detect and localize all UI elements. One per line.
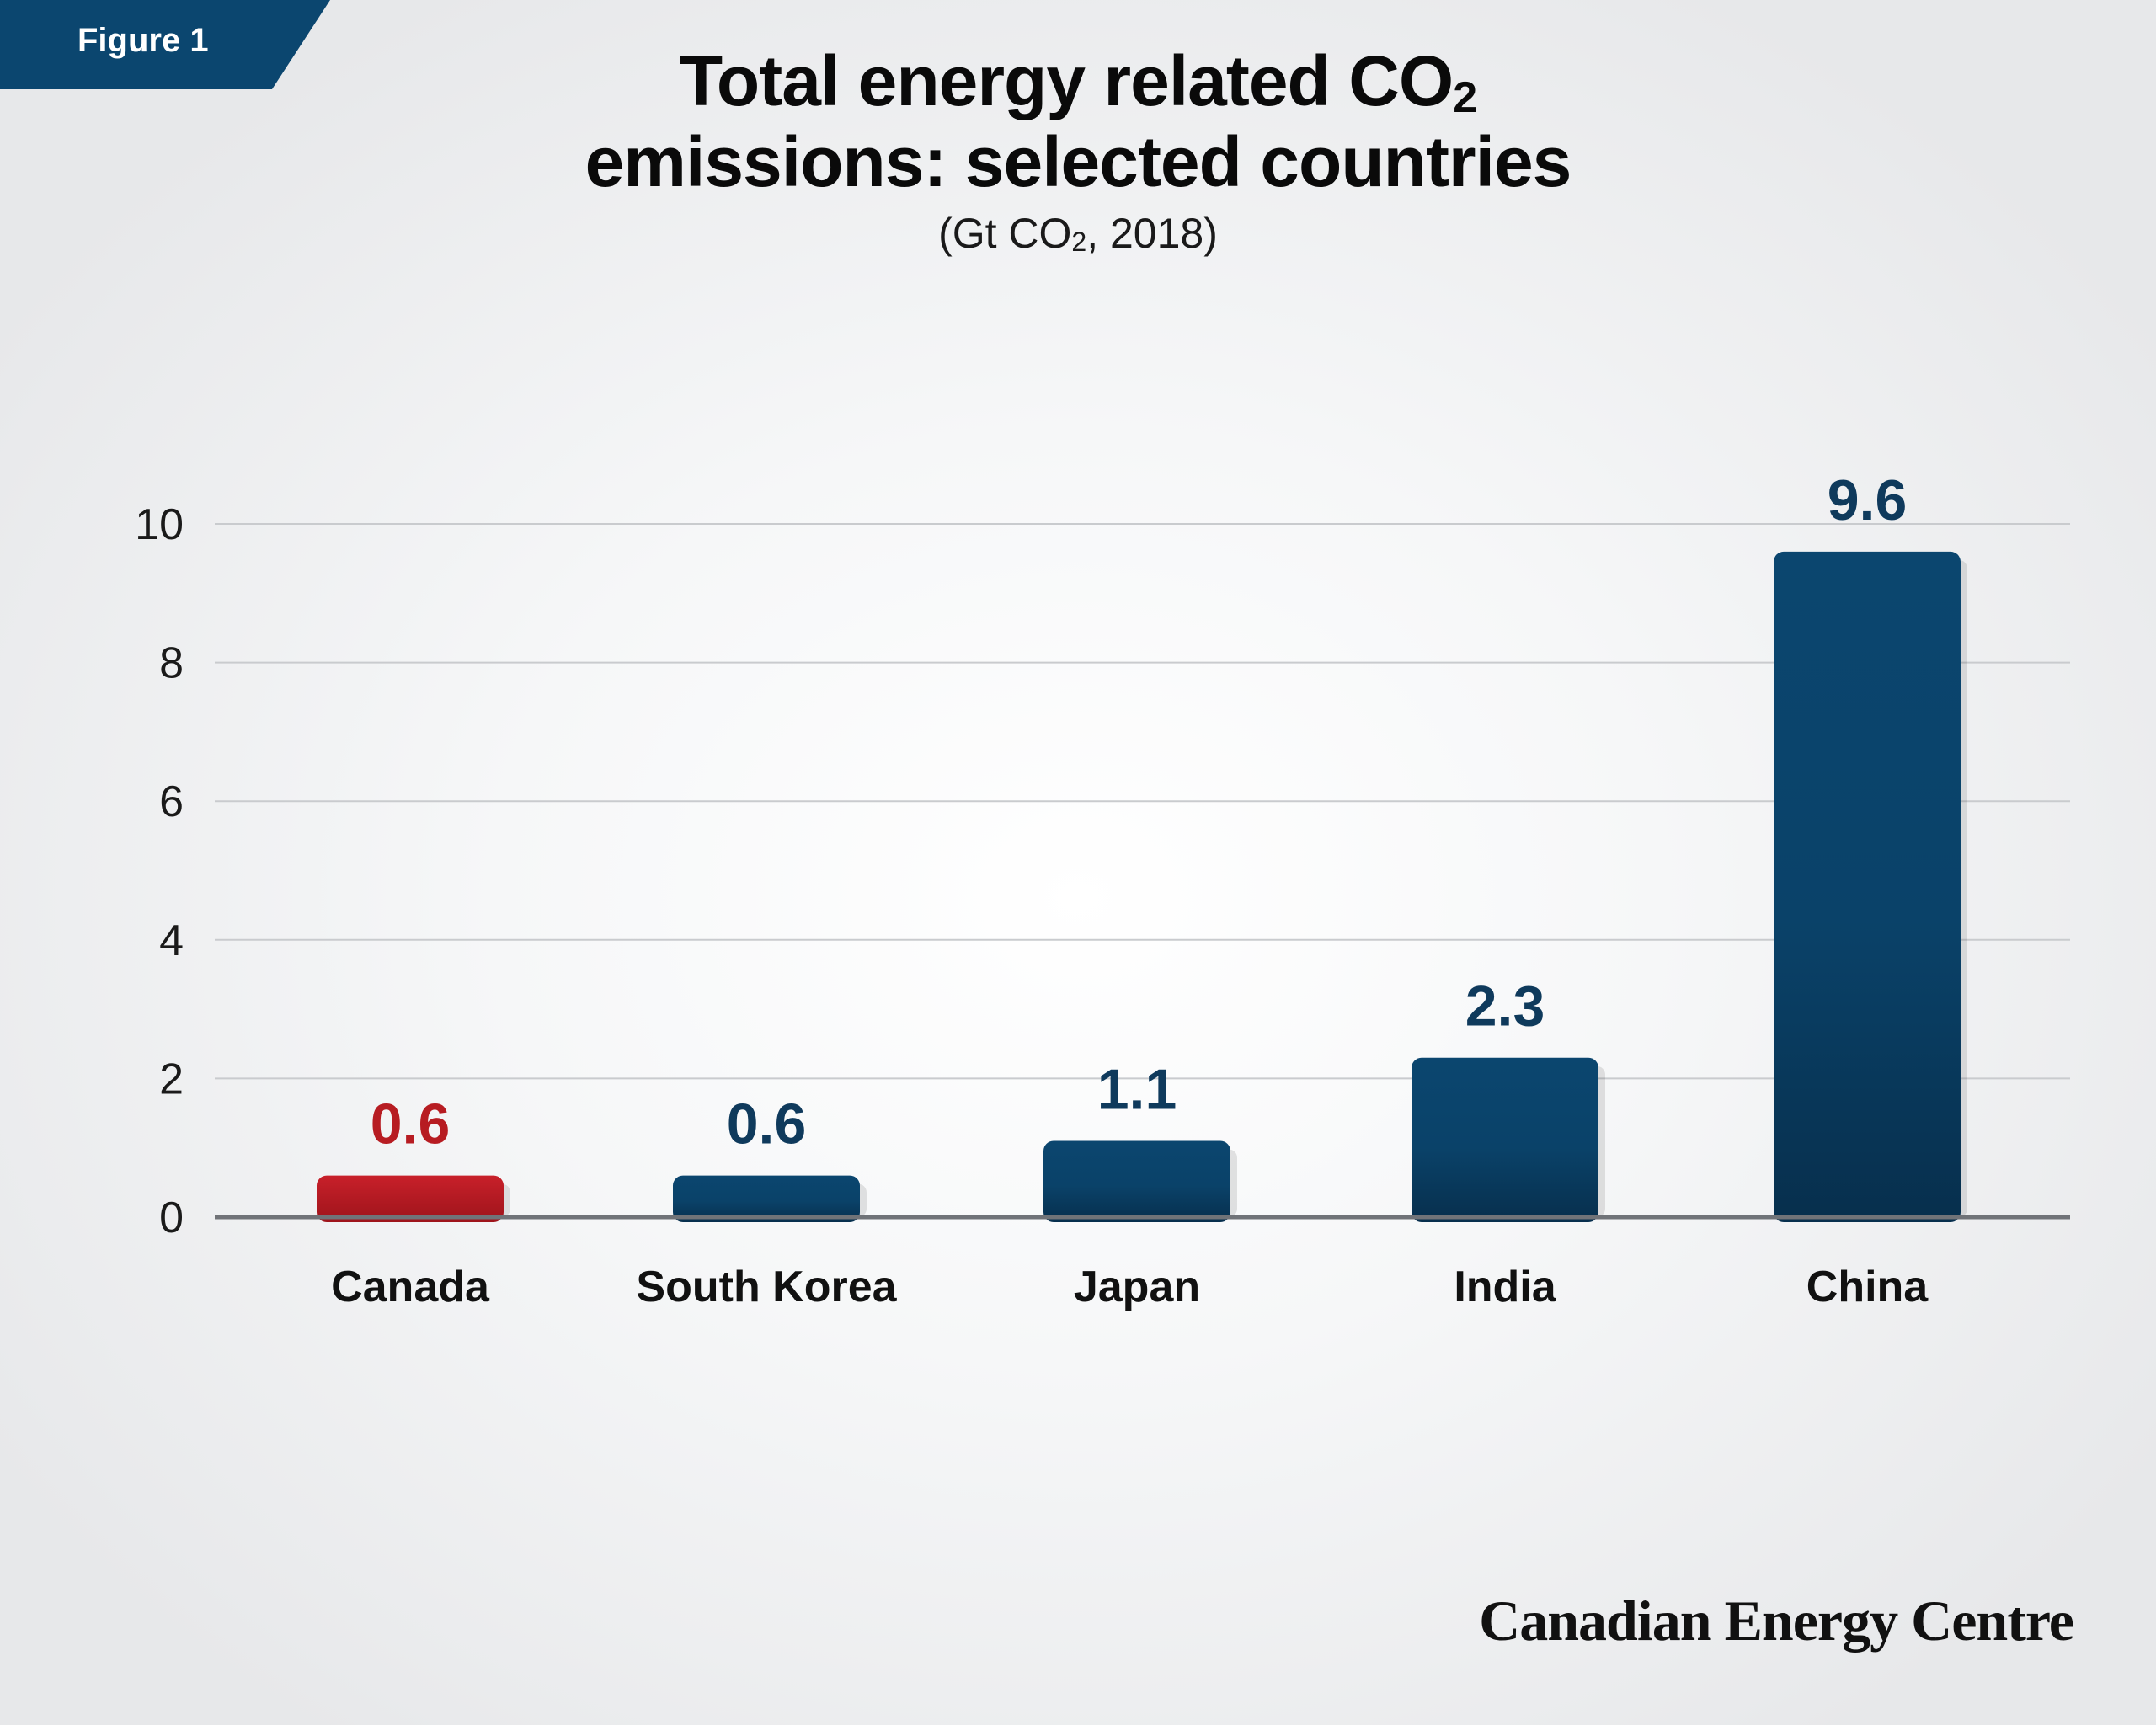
chart-title-subscript: 2 bbox=[1453, 73, 1477, 122]
x-tick-label: India bbox=[1454, 1263, 1556, 1311]
figure-label: Figure 1 bbox=[77, 22, 209, 59]
x-tick-label: Japan bbox=[1074, 1263, 1200, 1311]
bar-south-korea bbox=[673, 1175, 860, 1222]
y-tick-label: 4 bbox=[159, 916, 184, 965]
y-tick-label: 8 bbox=[159, 639, 184, 688]
chart-title-line-1: Total energy related CO2 bbox=[0, 40, 2156, 121]
chart-subtitle: (Gt CO2, 2018) bbox=[0, 209, 2156, 258]
y-tick-label: 2 bbox=[159, 1055, 184, 1103]
bar-india bbox=[1412, 1057, 1598, 1222]
bar-canada bbox=[317, 1175, 504, 1222]
x-tick-label: Canada bbox=[331, 1263, 490, 1311]
brand-logo-text: Canadian Energy Centre bbox=[1479, 1589, 2074, 1653]
y-tick-label: 10 bbox=[135, 500, 184, 549]
x-tick-label: China bbox=[1806, 1263, 1929, 1311]
chart-title-main: Total energy related CO bbox=[679, 41, 1454, 120]
bar-japan bbox=[1043, 1140, 1230, 1222]
data-label: 9.6 bbox=[1828, 468, 1908, 532]
subtitle-subscript: 2 bbox=[1071, 227, 1087, 257]
data-label: 0.6 bbox=[371, 1092, 451, 1156]
y-tick-label: 6 bbox=[159, 777, 184, 826]
data-label: 1.1 bbox=[1097, 1057, 1177, 1121]
data-label: 2.3 bbox=[1465, 975, 1545, 1039]
x-tick-label: South Korea bbox=[636, 1263, 897, 1311]
data-label: 0.6 bbox=[727, 1092, 807, 1156]
figure-tag bbox=[0, 0, 330, 89]
subtitle-post: , 2018) bbox=[1086, 210, 1218, 257]
y-tick-label: 0 bbox=[159, 1194, 184, 1242]
bar-china bbox=[1774, 551, 1961, 1222]
subtitle-pre: (Gt CO bbox=[938, 210, 1072, 257]
chart-title-line-2: emissions: selected countries bbox=[584, 122, 1572, 201]
